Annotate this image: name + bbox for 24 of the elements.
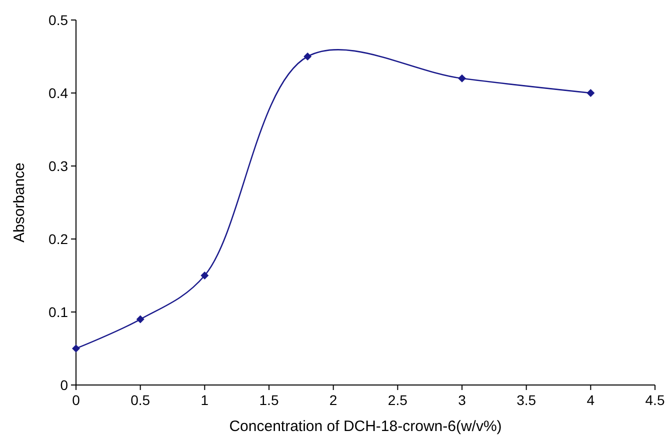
x-tick-label: 2.5 <box>388 392 408 408</box>
y-tick-label: 0.3 <box>48 158 68 174</box>
y-tick-label: 0.2 <box>48 231 68 247</box>
point <box>72 344 80 352</box>
point <box>200 272 209 280</box>
x-tick-label: 3 <box>458 392 466 408</box>
x-tick-label: 4 <box>586 392 595 408</box>
y-tick-label: 0.1 <box>48 304 68 320</box>
y-axis-title: Absorbance <box>11 162 28 243</box>
x-tick-label: 3.5 <box>516 392 536 408</box>
point <box>586 89 595 97</box>
x-tick-label: 2 <box>329 392 338 408</box>
point <box>136 315 144 324</box>
x-tick-label: 1 <box>200 392 209 408</box>
x-tick-label: 4.5 <box>645 392 665 408</box>
x-tick-label: 0.5 <box>130 392 150 408</box>
point <box>304 52 312 60</box>
y-tick-label: 0.5 <box>48 12 68 28</box>
x-tick-label: 1.5 <box>259 392 279 408</box>
y-tick-label: 0.4 <box>48 85 68 101</box>
x-tick-label: 0 <box>72 392 80 408</box>
x-axis-title: Concentration of DCH-18-crown-6(w/v%) <box>229 418 502 435</box>
point <box>458 74 466 82</box>
y-tick-label: 0 <box>60 377 68 393</box>
